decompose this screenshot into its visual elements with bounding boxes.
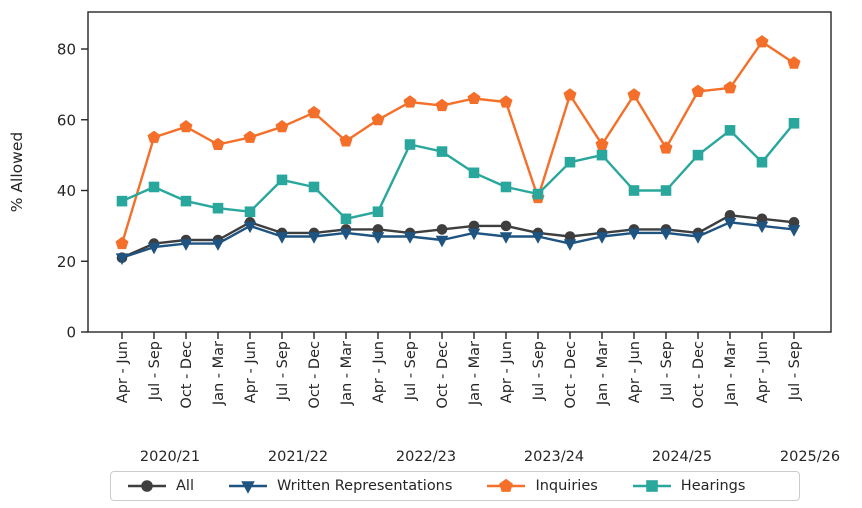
year-label: 2021/22 — [268, 449, 328, 465]
square-icon — [632, 480, 671, 492]
x-tick-label: Jul - Sep — [659, 341, 675, 401]
x-tick-label: Apr - Jun — [755, 341, 771, 403]
legend-label: Written Representations — [276, 478, 453, 494]
circle-icon — [128, 480, 166, 492]
x-tick-label: Jan - Mar — [211, 341, 227, 406]
plot-area — [87, 11, 832, 333]
legend: All Written Representations Inquiries Heari… — [110, 471, 800, 501]
year-label: 2022/23 — [396, 449, 456, 465]
legend-label: Hearings — [680, 478, 746, 494]
x-tick-label: Oct - Dec — [435, 341, 451, 409]
x-tick-label: Jul - Sep — [531, 341, 547, 401]
x-tick-label: Apr - Jun — [115, 341, 131, 403]
x-tick-label: Jan - Mar — [467, 341, 483, 406]
year-label: 2023/24 — [524, 449, 584, 465]
series-inquiries — [115, 35, 801, 250]
y-tick-label: 60 — [57, 111, 76, 129]
y-tick-label: 80 — [57, 41, 76, 59]
x-tick-label: Oct - Dec — [691, 341, 707, 409]
legend-item-hearings: Hearings — [632, 477, 746, 495]
x-tick-label: Apr - Jun — [499, 341, 515, 403]
x-tick-label: Jul - Sep — [787, 341, 803, 401]
legend-item-inquiries: Inquiries — [486, 477, 598, 495]
y-axis: 0 20 40 60 80 — [57, 41, 88, 342]
x-tick-label: Jul - Sep — [403, 341, 419, 401]
x-tick-label: Jan - Mar — [723, 341, 739, 406]
plot-svg: 0 20 40 60 80 Apr - Jun Jul - Sep Oct - Dec Jan… — [8, 11, 840, 465]
legend-item-written-representations: Written Representations — [228, 477, 452, 495]
x-tick-label: Apr - Jun — [243, 341, 259, 403]
series-written-representations — [115, 218, 801, 266]
year-label: 2020/21 — [140, 449, 200, 465]
y-axis-label: % Allowed — [8, 132, 26, 212]
series-hearings — [116, 117, 800, 225]
x-tick-label: Oct - Dec — [563, 341, 579, 409]
x-tick-label: Oct - Dec — [307, 341, 323, 409]
x-tick-label: Oct - Dec — [179, 341, 195, 409]
legend-label: Inquiries — [535, 478, 598, 494]
y-tick-label: 20 — [57, 253, 76, 271]
legend-item-all: All — [127, 477, 194, 495]
legend-label: All — [176, 478, 194, 494]
triangle-down-icon — [228, 481, 267, 494]
y-tick-label: 40 — [57, 182, 76, 200]
x-axis: Apr - Jun Jul - Sep Oct - Dec Jan - Mar Apr … — [115, 332, 840, 465]
pentagon-icon — [487, 478, 526, 492]
x-tick-label: Jul - Sep — [147, 341, 163, 401]
x-tick-label: Jul - Sep — [275, 341, 291, 401]
year-label: 2025/26 — [780, 449, 840, 465]
year-label: 2024/25 — [652, 449, 712, 465]
x-tick-label: Apr - Jun — [627, 341, 643, 403]
x-tick-label: Jan - Mar — [339, 341, 355, 406]
x-tick-label: Apr - Jun — [371, 341, 387, 403]
x-tick-label: Jan - Mar — [595, 341, 611, 406]
y-tick-label: 0 — [66, 324, 76, 342]
